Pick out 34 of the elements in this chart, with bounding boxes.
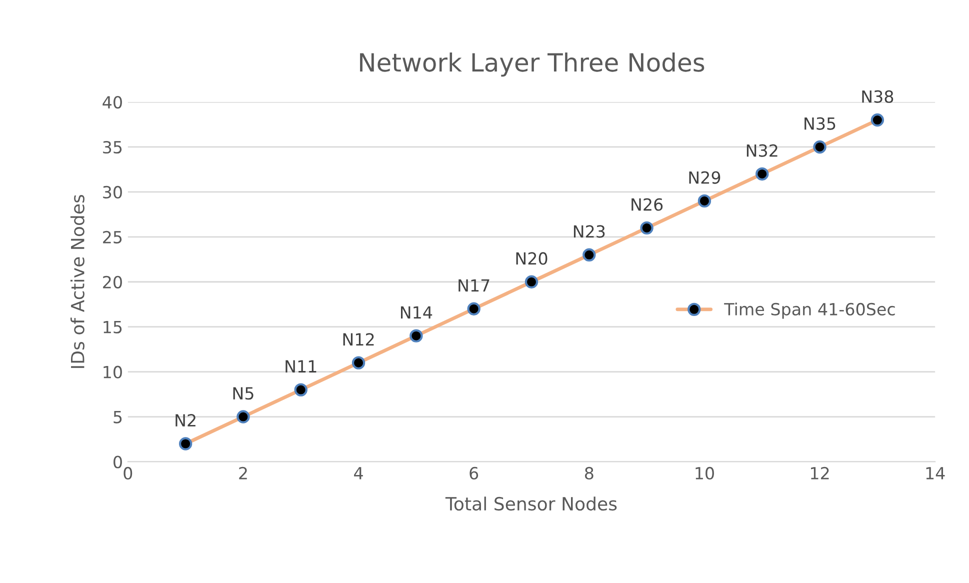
y-tick-label: 5 — [114, 410, 122, 424]
y-axis-title: IDs of Active Nodes — [70, 194, 84, 368]
y-tick-label: 0 — [114, 456, 122, 468]
chart-title: Network Layer Three Nodes — [360, 52, 704, 77]
data-label: N5 — [233, 387, 254, 400]
x-tick-label: 2 — [239, 466, 247, 480]
x-tick-label: 10 — [696, 466, 714, 480]
x-tick-label: 0 — [124, 466, 132, 480]
y-tick-label: 25 — [103, 230, 122, 244]
x-axis-title: Total Sensor Nodes — [445, 496, 617, 511]
data-label: N17 — [458, 279, 490, 292]
data-label: N11 — [286, 360, 316, 372]
data-label: N12 — [343, 333, 374, 346]
data-label: N29 — [689, 171, 720, 184]
y-tick-label: 30 — [103, 186, 122, 199]
data-label: N32 — [746, 144, 778, 157]
x-tick-label: 12 — [811, 466, 829, 480]
data-label: N26 — [632, 198, 663, 211]
data-label: N2 — [176, 414, 196, 426]
x-tick-label: 6 — [470, 466, 478, 480]
data-label: N23 — [574, 225, 605, 238]
legend-label: Time Span 41-60Sec — [724, 302, 895, 319]
y-tick-label: 20 — [103, 276, 122, 288]
x-tick-label: 8 — [584, 466, 594, 480]
data-label: N38 — [862, 90, 894, 103]
x-tick-label: 14 — [926, 467, 945, 480]
y-tick-label: 15 — [104, 321, 122, 334]
data-label: N35 — [804, 117, 836, 130]
y-tick-label: 40 — [102, 96, 122, 109]
data-label: N14 — [400, 306, 432, 318]
x-tick-label: 4 — [354, 467, 363, 480]
y-tick-label: 35 — [103, 140, 122, 154]
y-tick-label: 10 — [104, 366, 122, 378]
data-label: N20 — [516, 252, 548, 265]
